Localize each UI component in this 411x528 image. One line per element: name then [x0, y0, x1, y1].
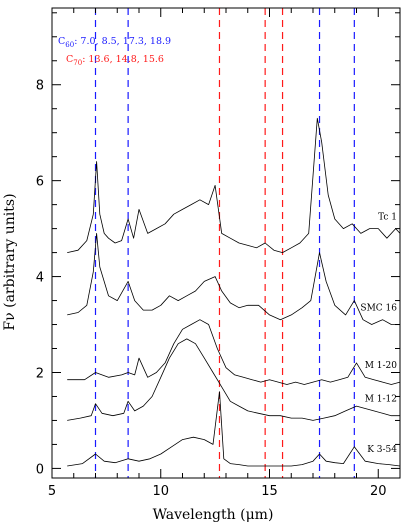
series-line-3 — [67, 338, 400, 421]
spectra-series — [67, 117, 401, 467]
series-label-2: M 1-20 — [365, 361, 398, 371]
y-tick-label: 6 — [36, 175, 44, 190]
series-line-1 — [67, 232, 400, 325]
y-axis-title: Fν (arbitrary units) — [2, 193, 18, 330]
series-label-0: Tc 1 — [378, 212, 397, 222]
feature-lines — [94, 8, 355, 478]
series-label-1: SMC 16 — [360, 304, 397, 314]
y-tick-label: 4 — [36, 271, 44, 286]
plot-frame — [51, 7, 401, 479]
series-labels: Tc 1 SMC 16 M 1-20 M 1-12 K 3-54 — [360, 212, 397, 455]
x-tick-label: 15 — [261, 484, 278, 499]
legend: C60: 7.0, 8.5, 17.3, 18.9 C70: 13.6, 14.8… — [58, 36, 171, 67]
axis-ticks: 5 10 15 20 0 2 4 6 8 — [36, 8, 401, 499]
legend-entry-1: C70: 13.6, 14.8, 15.6 — [66, 54, 164, 67]
x-tick-label: 20 — [370, 484, 387, 499]
series-label-3: M 1-12 — [365, 395, 397, 405]
series-line-0 — [67, 117, 401, 254]
plot-border — [51, 7, 401, 479]
y-tick-label: 0 — [36, 462, 44, 477]
x-tick-label: 10 — [152, 484, 169, 499]
series-line-4 — [67, 391, 401, 467]
x-axis-title: Wavelength (μm) — [153, 507, 274, 523]
y-tick-label: 8 — [36, 79, 44, 94]
legend-entry-0: C60: 7.0, 8.5, 17.3, 18.9 — [58, 36, 171, 49]
series-line-2 — [67, 319, 401, 385]
x-tick-label: 5 — [48, 484, 56, 499]
y-tick-label: 2 — [36, 366, 44, 381]
series-label-4: K 3-54 — [367, 445, 397, 455]
